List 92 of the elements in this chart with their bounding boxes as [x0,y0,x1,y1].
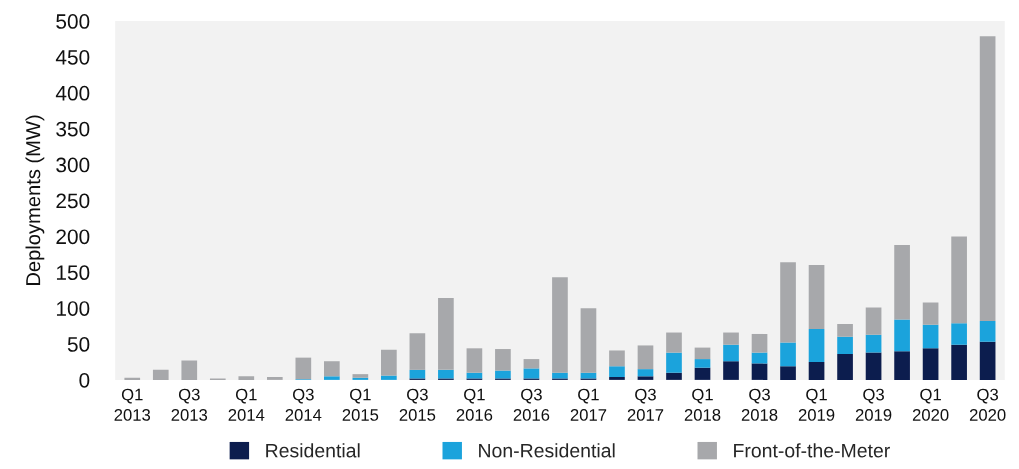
bar [666,352,682,373]
x-tick-label: Q3 2020 [969,388,1006,421]
legend-label: Residential [266,443,360,458]
x-tick-label: Q1 2013 [114,388,151,421]
x-tick-label: Q1 2014 [228,388,265,421]
bar [438,298,454,370]
bar [694,367,711,380]
bar [865,352,882,380]
bar [495,349,511,371]
bar [894,351,910,380]
bar [979,341,996,380]
y-tick-label: 200 [56,229,90,245]
bar [723,332,739,345]
y-tick-label: 150 [56,265,90,281]
bar [609,377,625,380]
x-tick-label: Q3 2014 [285,388,322,421]
bar [666,332,682,353]
bar [808,265,825,329]
bar [580,308,597,373]
bar [808,328,825,362]
bar [637,345,654,370]
bar [637,369,654,377]
bar [951,236,967,324]
bar [808,361,825,380]
bar [152,369,169,380]
bar [723,344,739,362]
bar [609,366,625,378]
bar [780,366,796,380]
bar [552,277,568,373]
bar [381,349,397,376]
bar [666,372,682,380]
y-tick-label: 400 [55,85,90,101]
x-tick-label: Q3 2015 [399,388,436,421]
bar [922,348,939,380]
bar [951,323,967,345]
bar [922,302,939,325]
y-axis-title: Deployments (MW) [25,115,45,285]
x-tick-label: Q1 2016 [456,388,493,421]
y-tick-label: 0 [79,372,90,388]
bar [837,336,853,355]
x-tick-label: Q1 2015 [342,388,379,421]
bar [295,357,312,380]
x-tick-label: Q3 2017 [627,388,664,421]
x-tick-label: Q1 2019 [798,388,835,421]
bar [409,333,426,370]
x-tick-label: Q1 2017 [570,388,607,421]
y-tick-label: 500 [56,14,90,29]
bar [894,319,910,352]
x-tick-label: Q3 2019 [855,388,892,421]
y-tick-label: 300 [56,157,90,173]
bar [780,262,796,343]
bar [979,36,996,322]
bar [951,344,967,380]
bar [894,244,910,320]
y-tick-label: 350 [56,121,90,137]
bar [523,359,540,369]
bar [723,361,739,380]
bar [837,354,853,380]
y-tick-label: 100 [56,301,90,316]
bar [780,342,796,367]
bar [865,334,882,353]
x-tick-label: Q3 2016 [513,388,550,421]
bar [979,321,996,342]
legend-label: Front-of-the-Meter [734,443,890,458]
x-tick-label: Q1 2020 [912,388,949,421]
bar [694,347,711,360]
legend-label: Non-Residential [479,443,615,458]
bar [922,324,939,349]
bar [694,359,711,368]
bar [523,368,540,379]
y-tick-label: 450 [55,49,90,65]
bar [181,360,198,380]
bar [266,377,283,380]
bar [438,369,454,379]
bar [324,361,340,377]
bar [609,350,625,367]
y-tick-label: 250 [56,193,90,209]
bar [124,377,141,380]
x-tick-label: Q1 2018 [684,388,721,421]
bar [637,376,654,380]
x-tick-label: Q3 2013 [171,388,208,421]
bar [865,307,882,335]
bar [751,363,768,380]
bar [238,376,255,380]
bar [751,333,768,353]
bar [837,323,853,337]
bar [466,348,483,373]
bar [324,376,340,380]
y-tick-label: 50 [67,337,90,352]
bar [381,375,397,380]
x-tick-label: Q3 2018 [741,388,778,421]
bar [495,370,511,379]
